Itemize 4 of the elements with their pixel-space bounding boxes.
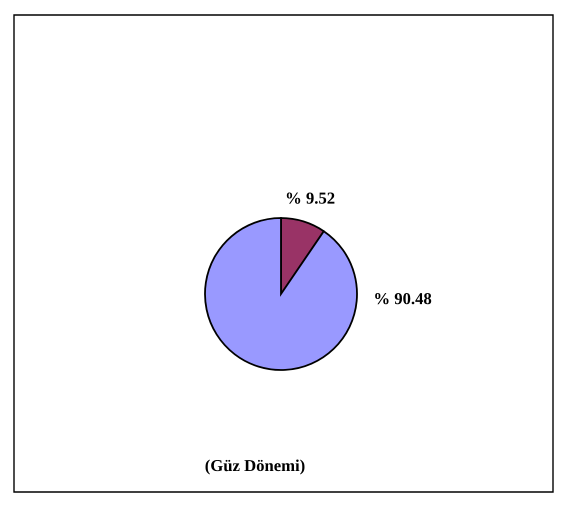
- data-label: % 9.52: [286, 192, 334, 204]
- data-label: % 90.48: [375, 293, 432, 304]
- text: (Güz Dönemi): [206, 459, 304, 475]
- pie-slice: [204, 217, 358, 371]
